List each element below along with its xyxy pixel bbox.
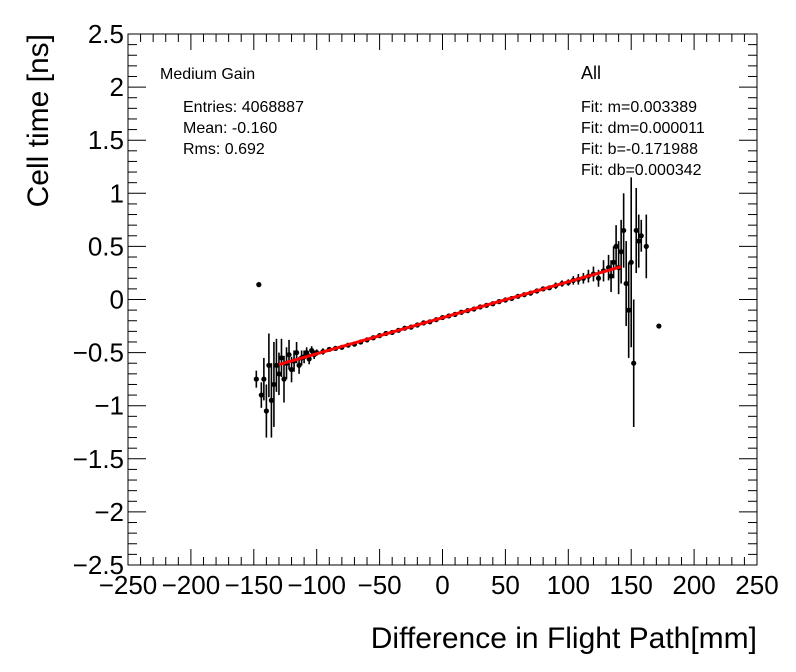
x-tick-label: 0 <box>435 570 449 600</box>
data-point <box>623 280 629 287</box>
y-tick-label: 1 <box>110 178 124 208</box>
data-point <box>293 350 300 356</box>
data-point <box>638 233 644 239</box>
data-point <box>261 376 267 382</box>
data-points <box>253 177 662 438</box>
data-point <box>258 392 264 398</box>
y-tick-label: 0.5 <box>88 231 124 261</box>
y-tick-label: −2.5 <box>73 550 124 580</box>
y-axis-label: Cell time [ns] <box>22 34 55 207</box>
data-point <box>626 307 632 313</box>
x-tick-label: −100 <box>287 570 346 600</box>
fit-dm-stat: Fit: dm=0.000011 <box>581 120 705 137</box>
data-point <box>268 397 275 403</box>
y-tick-label: −1 <box>94 391 124 421</box>
data-point <box>621 227 627 234</box>
data-point <box>256 282 262 288</box>
data-point <box>253 376 259 382</box>
x-axis-label: Difference in Flight Path[mm] <box>371 622 757 655</box>
entries-stat: Entries: 4068887 <box>183 99 304 116</box>
x-tick-label: −200 <box>162 570 221 600</box>
x-tick-label: 100 <box>547 570 590 600</box>
data-point <box>618 249 624 255</box>
rms-stat: Rms: 0.692 <box>183 141 265 158</box>
data-point <box>278 355 285 361</box>
fit-b-stat: Fit: b=-0.171988 <box>581 141 698 158</box>
data-point <box>276 371 282 377</box>
x-tick-label: 50 <box>491 570 520 600</box>
data-point <box>643 243 649 249</box>
x-tick-label: −50 <box>358 570 402 600</box>
fit-line-group <box>278 265 622 366</box>
data-point <box>296 362 302 368</box>
data-point <box>595 275 602 281</box>
data-point <box>613 243 619 249</box>
y-tick-label: −2 <box>94 497 124 527</box>
fit-line <box>278 265 622 366</box>
y-tick-label: −0.5 <box>73 338 124 368</box>
axis-ticks: −250 −200 −150 −100 −50 0 50 100 150 200 250 −2.5 −2… <box>73 19 779 600</box>
x-tick-label: 250 <box>735 570 778 600</box>
data-point <box>271 381 277 388</box>
x-tick-label: 150 <box>610 570 653 600</box>
data-point <box>631 360 637 366</box>
fit-m-stat: Fit: m=0.003389 <box>581 99 697 116</box>
data-point <box>608 273 614 279</box>
data-point <box>288 366 295 373</box>
gain-label: Medium Gain <box>160 66 255 83</box>
mean-stat: Mean: -0.160 <box>183 120 277 137</box>
y-tick-label: 1.5 <box>88 125 124 155</box>
data-point <box>628 259 634 265</box>
data-point <box>656 323 662 329</box>
selection-label: All <box>581 63 601 83</box>
y-tick-label: 0 <box>110 285 124 315</box>
data-point <box>273 362 280 368</box>
data-point <box>309 347 315 354</box>
data-point <box>266 362 272 368</box>
y-tick-label: −1.5 <box>73 444 124 474</box>
x-tick-label: −250 <box>99 570 158 600</box>
fit-db-stat: Fit: db=0.000342 <box>581 162 702 179</box>
data-point <box>633 227 639 234</box>
y-tick-label: 2 <box>110 72 124 102</box>
data-point <box>286 352 292 358</box>
data-point <box>263 408 269 414</box>
y-tick-label: 2.5 <box>88 19 124 49</box>
data-point <box>304 350 310 356</box>
data-point <box>281 376 287 382</box>
x-tick-label: −150 <box>225 570 284 600</box>
data-point <box>636 238 642 244</box>
x-tick-label: 200 <box>672 570 715 600</box>
data-point <box>610 259 617 265</box>
